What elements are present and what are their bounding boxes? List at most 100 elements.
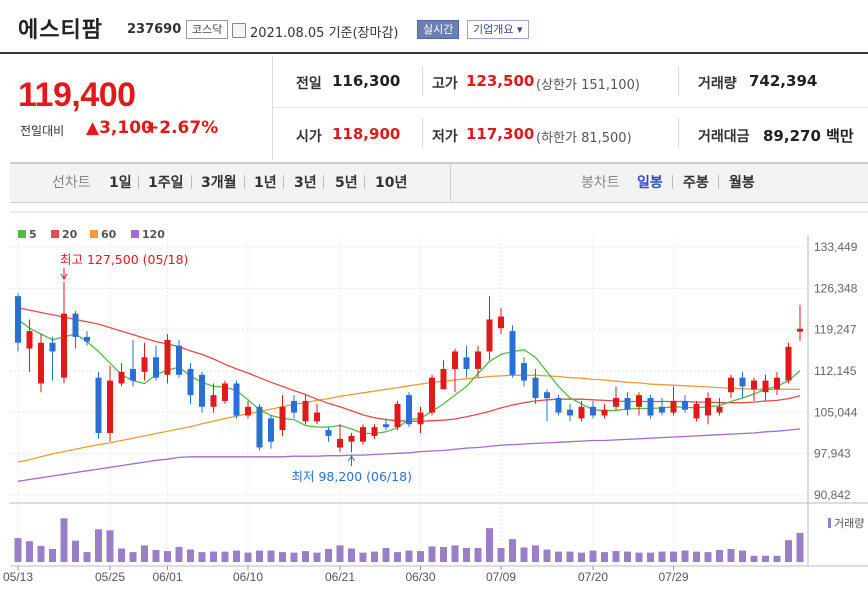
candle-body (417, 412, 424, 425)
candle-body (187, 368, 194, 396)
legend-ma120: 120 (131, 228, 165, 241)
candle-body (728, 377, 734, 393)
candle-body (613, 398, 619, 407)
volume-bar (72, 540, 79, 562)
volume-bar (26, 541, 33, 562)
price-summary (10, 54, 868, 163)
tab-1day[interactable]: 1일 (109, 175, 132, 191)
tab-5year[interactable]: 5년 (335, 175, 358, 191)
candle-body (578, 406, 585, 419)
volume-bar (302, 551, 309, 562)
volume-label: 거래량 (698, 76, 737, 92)
volume-bar (589, 550, 597, 562)
volume-bar (785, 540, 792, 562)
tab-line-chart[interactable]: 선차트 (52, 175, 91, 191)
market-badge: 코스닥 (186, 20, 229, 39)
candle-body (521, 363, 527, 381)
divider (422, 118, 423, 148)
prev-close-label: 전일 (296, 76, 322, 92)
tab-3year[interactable]: 3년 (294, 175, 317, 191)
volume-bar (624, 551, 631, 562)
volume-bar (773, 555, 781, 562)
y-tick-label: 90,842 (814, 488, 851, 502)
realtime-button[interactable]: 실시간 (417, 20, 460, 39)
candle-body (348, 435, 355, 442)
legend-ma20: 20 (51, 228, 77, 241)
legend-swatch (51, 230, 59, 238)
tab-3month[interactable]: 3개월 (201, 175, 237, 191)
volume-bar (348, 548, 355, 562)
tab-daily-candle[interactable]: 일봉 (637, 175, 663, 191)
volume-bar (233, 550, 240, 562)
candle-body (245, 406, 251, 416)
candle-body (291, 400, 297, 413)
tab-1week[interactable]: 1주일 (148, 175, 184, 191)
candle-body (15, 296, 21, 343)
volume-bar (463, 547, 470, 562)
company-info-button[interactable]: 기업개요 ▾ (467, 20, 529, 39)
high-annotation: 최고 127,500 (05/18) (60, 252, 188, 267)
divider (272, 56, 273, 160)
divider (244, 175, 245, 189)
open-value: 118,900 (332, 125, 401, 143)
candle-body (383, 424, 389, 428)
candle-body (555, 398, 562, 413)
candle-body (360, 427, 366, 442)
candle-body (440, 368, 447, 390)
divider (191, 175, 192, 189)
low-arrow-head (348, 455, 355, 462)
candle-body (337, 438, 343, 448)
legend-label: 5 (29, 228, 37, 241)
volume-bars: 거래량 (14, 517, 864, 562)
candle-body (475, 351, 481, 369)
candle-body (84, 336, 90, 342)
volume-bar (313, 552, 321, 562)
candle-body (705, 398, 711, 416)
candle-body (693, 403, 700, 419)
x-tick-label: 07/29 (658, 570, 688, 584)
volume-bar (647, 552, 654, 562)
candle-body (532, 377, 539, 399)
tab-weekly-candle[interactable]: 주봉 (683, 175, 709, 191)
tab-candle-chart[interactable]: 봉차트 (581, 175, 620, 191)
x-tick-label: 06/01 (152, 570, 182, 584)
tab-monthly-candle[interactable]: 월봉 (729, 175, 755, 191)
volume-bar (658, 551, 666, 562)
candle-body (130, 368, 136, 381)
candle-body (463, 357, 470, 369)
volume-bar (405, 550, 413, 562)
ma60-line (17, 374, 800, 463)
volume-bar (164, 551, 171, 562)
volume-legend-swatch (828, 518, 831, 528)
divider (138, 175, 139, 189)
volume-bar (210, 551, 217, 562)
candle-body (49, 342, 56, 352)
tab-10year[interactable]: 10년 (375, 175, 408, 191)
x-tick-label: 06/21 (325, 570, 355, 584)
candle-body (61, 313, 67, 378)
low-label: 저가 (432, 129, 458, 145)
candle-body (601, 409, 608, 416)
volume-bar (244, 552, 252, 562)
legend-label: 20 (62, 228, 78, 241)
y-tick-label: 126,348 (814, 281, 858, 295)
volume-bar (152, 550, 160, 562)
prev-close-value: 116,300 (332, 72, 401, 90)
volume-bar (141, 545, 148, 562)
tab-1year[interactable]: 1년 (254, 175, 277, 191)
divider (422, 66, 423, 96)
stock-header: 에스티팜 237690 코스닥 2021.08.05 기준(장마감) 실시간 기… (0, 0, 868, 52)
candle-body (590, 406, 596, 416)
legend-swatch (90, 230, 98, 238)
candle-body (739, 377, 746, 387)
volume-bar (578, 552, 585, 562)
candle-body (762, 380, 769, 393)
candle-body (785, 346, 792, 381)
volume-bar (187, 549, 194, 562)
divider (283, 175, 284, 189)
candle-body (256, 406, 263, 448)
low-annotation: 최저 98,200 (06/18) (292, 469, 412, 484)
low-value: 117,300 (466, 125, 535, 143)
upper-limit: (상한가 151,100) (536, 78, 640, 93)
